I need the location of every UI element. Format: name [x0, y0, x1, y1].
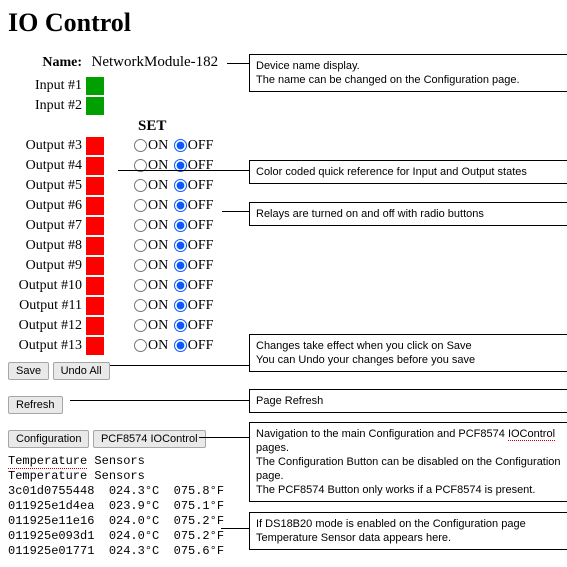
output-label: Output #11	[8, 296, 82, 316]
input-label: Input #2	[8, 96, 82, 116]
output-off-option[interactable]: OFF	[172, 338, 214, 353]
name-label: Name:	[8, 53, 82, 73]
output-off-radio[interactable]	[174, 199, 187, 212]
output-on-radio[interactable]	[134, 339, 147, 352]
page-title: IO Control	[8, 8, 567, 38]
output-off-radio[interactable]	[174, 299, 187, 312]
output-off-radio[interactable]	[174, 139, 187, 152]
output-off-radio[interactable]	[174, 339, 187, 352]
undo-all-button[interactable]: Undo All	[53, 362, 110, 380]
output-off-option[interactable]: OFF	[172, 178, 214, 193]
output-on-option[interactable]: ON	[132, 318, 168, 333]
output-off-radio[interactable]	[174, 279, 187, 292]
callout-line	[70, 400, 249, 401]
callout-color-codes: Color coded quick reference for Input an…	[249, 160, 567, 184]
output-on-option[interactable]: ON	[132, 298, 168, 313]
output-off-option[interactable]: OFF	[172, 198, 214, 213]
output-off-option[interactable]: OFF	[172, 278, 214, 293]
output-off-option[interactable]: OFF	[172, 318, 214, 333]
output-off-option[interactable]: OFF	[172, 238, 214, 253]
callout-temp-sensors: If DS18B20 mode is enabled on the Config…	[249, 512, 567, 550]
output-label: Output #12	[8, 316, 82, 336]
output-off-radio[interactable]	[174, 319, 187, 332]
output-on-radio[interactable]	[134, 139, 147, 152]
callout-device-name: Device name display. The name can be cha…	[249, 54, 567, 92]
output-off-radio[interactable]	[174, 259, 187, 272]
output-label: Output #13	[8, 336, 82, 356]
output-state-indicator	[86, 157, 104, 175]
output-on-option[interactable]: ON	[132, 218, 168, 233]
output-row: Output #9 ON OFF	[8, 256, 567, 276]
output-row: Output #10 ON OFF	[8, 276, 567, 296]
callout-navigation: Navigation to the main Configuration and…	[249, 422, 567, 502]
output-label: Output #4	[8, 156, 82, 176]
output-on-radio[interactable]	[134, 299, 147, 312]
output-on-radio[interactable]	[134, 179, 147, 192]
output-on-option[interactable]: ON	[132, 238, 168, 253]
output-on-option[interactable]: ON	[132, 198, 168, 213]
output-label: Output #10	[8, 276, 82, 296]
callout-line	[199, 437, 249, 438]
output-label: Output #5	[8, 176, 82, 196]
output-off-radio[interactable]	[174, 239, 187, 252]
output-state-indicator	[86, 177, 104, 195]
device-name: NetworkModule-182	[92, 54, 219, 70]
output-on-option[interactable]: ON	[132, 278, 168, 293]
output-row: Output #3 ON OFF	[8, 136, 567, 156]
output-state-indicator	[86, 257, 104, 275]
output-on-radio[interactable]	[134, 319, 147, 332]
output-off-option[interactable]: OFF	[172, 218, 214, 233]
configuration-button[interactable]: Configuration	[8, 430, 89, 448]
output-label: Output #9	[8, 256, 82, 276]
set-header: SET	[138, 118, 166, 134]
output-on-option[interactable]: ON	[132, 138, 168, 153]
output-label: Output #6	[8, 196, 82, 216]
output-off-option[interactable]: OFF	[172, 298, 214, 313]
save-button[interactable]: Save	[8, 362, 49, 380]
input-state-indicator	[86, 97, 104, 115]
output-on-radio[interactable]	[134, 279, 147, 292]
output-label: Output #8	[8, 236, 82, 256]
output-on-radio[interactable]	[134, 219, 147, 232]
output-off-option[interactable]: OFF	[172, 138, 214, 153]
callout-line	[110, 365, 249, 366]
output-state-indicator	[86, 197, 104, 215]
output-state-indicator	[86, 277, 104, 295]
callout-line	[222, 211, 249, 212]
output-state-indicator	[86, 217, 104, 235]
output-off-radio[interactable]	[174, 179, 187, 192]
output-state-indicator	[86, 297, 104, 315]
callout-save-undo: Changes take effect when you click on Sa…	[249, 334, 567, 372]
callout-line	[227, 63, 249, 64]
output-off-option[interactable]: OFF	[172, 258, 214, 273]
output-row: Output #12 ON OFF	[8, 316, 567, 336]
output-row: Output #11 ON OFF	[8, 296, 567, 316]
output-label: Output #3	[8, 136, 82, 156]
output-on-radio[interactable]	[134, 259, 147, 272]
input-row: Input #2	[8, 96, 567, 116]
callout-line	[221, 528, 249, 529]
callout-radios: Relays are turned on and off with radio …	[249, 202, 567, 226]
callout-line	[118, 170, 249, 171]
output-on-option[interactable]: ON	[132, 258, 168, 273]
output-state-indicator	[86, 337, 104, 355]
output-state-indicator	[86, 237, 104, 255]
output-state-indicator	[86, 137, 104, 155]
callout-refresh: Page Refresh	[249, 389, 567, 413]
set-header-row: SET	[8, 116, 567, 136]
input-state-indicator	[86, 77, 104, 95]
output-on-option[interactable]: ON	[132, 338, 168, 353]
pcf8574-iocontrol-button[interactable]: PCF8574 IOControl	[93, 430, 206, 448]
output-row: Output #8 ON OFF	[8, 236, 567, 256]
output-label: Output #7	[8, 216, 82, 236]
output-on-radio[interactable]	[134, 239, 147, 252]
refresh-button[interactable]: Refresh	[8, 396, 63, 414]
output-on-radio[interactable]	[134, 199, 147, 212]
output-on-option[interactable]: ON	[132, 178, 168, 193]
output-state-indicator	[86, 317, 104, 335]
output-off-radio[interactable]	[174, 219, 187, 232]
input-label: Input #1	[8, 76, 82, 96]
